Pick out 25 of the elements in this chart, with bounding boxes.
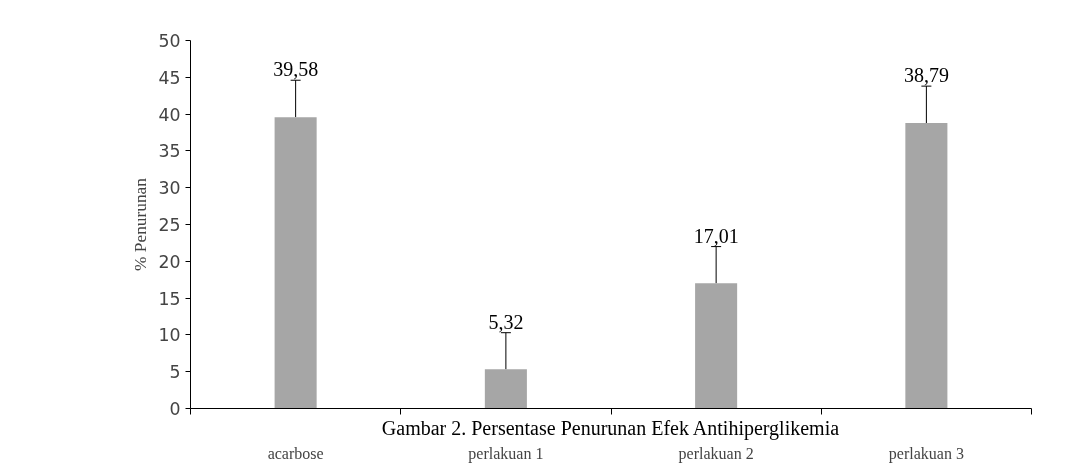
y-tick-label: 35	[158, 141, 181, 162]
x-tick-label: perlakuan 1	[468, 444, 544, 463]
x-tick-label: perlakuan 3	[888, 444, 964, 463]
bar	[274, 117, 317, 409]
bar	[484, 369, 527, 409]
data-label: 5,32	[488, 310, 524, 333]
y-tick-label: 40	[158, 104, 181, 125]
y-tick-label: 20	[158, 251, 181, 272]
y-tick-label: 30	[158, 178, 181, 199]
data-label: 39,58	[273, 58, 319, 81]
data-label: 38,79	[903, 64, 949, 87]
bar	[905, 123, 948, 409]
x-tick-label: acarbose	[267, 444, 324, 462]
x-tick-label: perlakuan 2	[678, 444, 754, 463]
y-tick-label: 5	[169, 362, 181, 383]
y-tick-label: 25	[158, 215, 181, 235]
text: Gambar 2. Persentase Penurunan Efek Antihiperglikemia	[381, 416, 840, 440]
y-tick-label: 45	[158, 67, 181, 88]
y-tick-label: 10	[158, 325, 181, 346]
data-label: 17,01	[693, 224, 739, 247]
y-axis-title: % Penurunan	[131, 177, 151, 271]
y-tick-label: 15	[158, 288, 181, 309]
y-tick-label: 50	[158, 31, 181, 51]
bar	[695, 283, 738, 409]
y-tick-label: 0	[169, 399, 181, 419]
